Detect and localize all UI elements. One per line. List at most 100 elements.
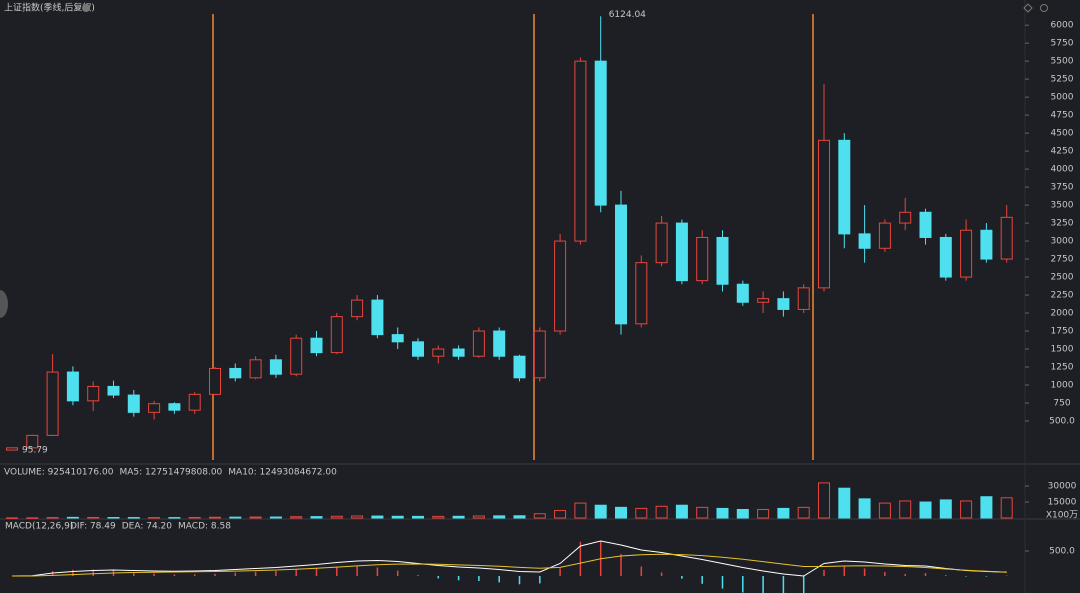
volume-bar [269, 516, 282, 519]
volume-bar [899, 500, 912, 519]
volume-bar [148, 517, 161, 519]
y-tick-label: 30000 [1048, 482, 1077, 492]
volume-bar [554, 510, 567, 519]
candle-body [412, 341, 424, 357]
volume-bar [127, 517, 140, 519]
candle-body [472, 330, 485, 357]
volume-bar [391, 515, 404, 519]
y-tick-label: 500.0 [1049, 416, 1075, 426]
volume-bar [249, 516, 262, 519]
candle-body [432, 348, 445, 357]
volume-bar [818, 482, 830, 519]
candle-body [980, 229, 993, 260]
candle-body [675, 222, 688, 282]
candle-body [818, 139, 830, 289]
candle-body [6, 447, 18, 451]
high-annotation: 6124.04 [609, 10, 646, 20]
volume-bar [310, 516, 323, 519]
volume-bar [635, 507, 648, 519]
candle-body [371, 299, 384, 336]
low-annotation: 95.79 [22, 446, 48, 456]
candle-body [939, 236, 952, 278]
candle-body [310, 337, 323, 354]
circle-icon[interactable] [1040, 4, 1048, 12]
candle-body [452, 348, 465, 357]
diamond-icon[interactable] [1023, 3, 1033, 13]
macd-line [11, 540, 1007, 577]
candle-body [127, 394, 140, 413]
volume-bar [290, 516, 303, 519]
volume-bar [980, 496, 993, 519]
volume-bar [493, 515, 506, 519]
candle-body [351, 299, 364, 318]
candle-body [26, 434, 39, 449]
side-handle[interactable] [0, 290, 8, 318]
y-tick-label: 4250 [1051, 147, 1074, 157]
volume-unit: X100万 [1046, 511, 1078, 521]
y-tick-label: 4500 [1051, 129, 1074, 139]
volume-bar [209, 516, 221, 519]
volume-bar [878, 502, 891, 519]
candle-body [797, 287, 810, 310]
candle-body [899, 211, 912, 224]
candle-body [290, 337, 303, 375]
candle-body [736, 283, 749, 303]
volume-bar [574, 502, 587, 519]
volume-bar [858, 498, 871, 519]
candle-body [960, 229, 973, 278]
candle-body [574, 60, 587, 242]
candle-body [107, 385, 120, 396]
volume-bar [736, 508, 749, 519]
y-tick-label: 500.0 [1049, 547, 1075, 557]
candle-body [209, 367, 221, 395]
candle-body [716, 236, 729, 285]
y-tick-label: 5000 [1051, 93, 1074, 103]
volume-bar [412, 515, 424, 519]
y-tick-label: 750 [1053, 398, 1070, 408]
y-tick-label: 5250 [1051, 75, 1074, 85]
candle-body [554, 240, 567, 332]
chart-title: 上证指数(季线,后复权) [4, 2, 95, 14]
y-tick-label: 6000 [1051, 21, 1074, 31]
volume-bar [66, 516, 79, 519]
candle-body [777, 298, 790, 310]
legend-entry: MA10: 12493084672.00 [228, 468, 337, 478]
volume-bar [168, 517, 181, 519]
candle-body [696, 236, 709, 282]
y-tick-label: 4000 [1051, 165, 1074, 175]
candle-body [635, 262, 648, 325]
candle-body [391, 334, 404, 343]
volume-bar [838, 487, 851, 519]
y-tick-label: 5500 [1051, 57, 1074, 67]
candle-body [919, 211, 932, 238]
settings-icon[interactable] [82, 4, 90, 12]
macd-line [11, 553, 1007, 577]
y-tick-label: 2750 [1051, 255, 1074, 265]
y-tick-label: 4750 [1051, 111, 1074, 121]
y-tick-label: 1000 [1051, 381, 1074, 391]
volume-bar [939, 499, 952, 519]
candle-body [878, 222, 891, 249]
macd-title: MACD(12,26,9) [5, 522, 73, 532]
y-tick-label: 3500 [1051, 201, 1074, 211]
volume-bar [351, 515, 364, 519]
candle-body [269, 359, 282, 375]
volume-bar [655, 505, 668, 519]
candle-body [66, 371, 79, 402]
candle-body [533, 330, 546, 379]
volume-bar [26, 517, 39, 519]
volume-bar [757, 508, 770, 519]
volume-bar [432, 515, 445, 519]
volume-bar [1000, 497, 1013, 519]
volume-bar [615, 506, 627, 519]
y-tick-label: 5750 [1051, 39, 1074, 49]
y-tick-label: 1250 [1051, 363, 1074, 373]
legend-entry: MA5: 12751479808.00 [119, 468, 222, 478]
candle-body [655, 222, 668, 264]
volume-bar [533, 513, 546, 519]
y-tick-label: 1500 [1051, 345, 1074, 355]
volume-bar [675, 504, 688, 519]
candle-body [330, 316, 343, 354]
legend-entry: MACD: 8.58 [178, 522, 231, 532]
volume-bar [472, 515, 485, 519]
